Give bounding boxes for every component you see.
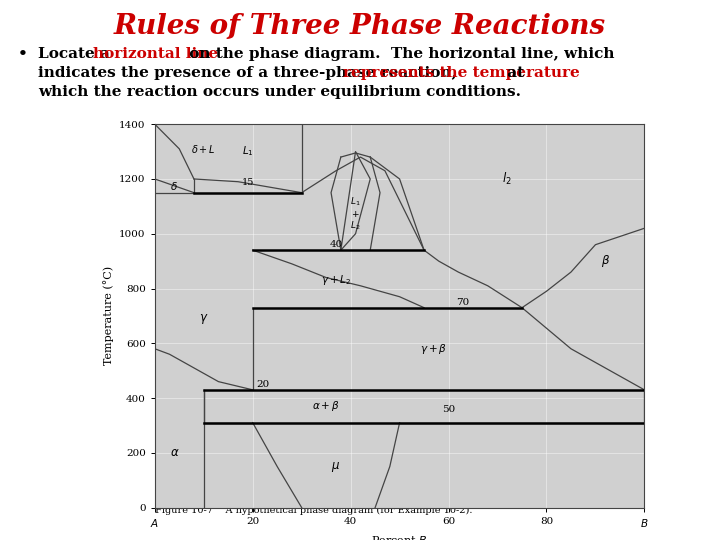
Text: •: • [18, 47, 28, 61]
Text: 40: 40 [329, 240, 343, 249]
Text: $L_1$
$+$
$L_2$: $L_1$ $+$ $L_2$ [350, 195, 361, 232]
Text: $\mu$: $\mu$ [331, 460, 341, 474]
Text: Rules of Three Phase Reactions: Rules of Three Phase Reactions [114, 13, 606, 40]
Text: 50: 50 [442, 404, 455, 414]
Text: 70: 70 [456, 298, 470, 307]
Text: 20: 20 [256, 380, 269, 389]
Text: $l_2$: $l_2$ [503, 171, 512, 187]
Text: $\delta$: $\delta$ [171, 180, 179, 192]
Y-axis label: Temperature (°C): Temperature (°C) [103, 266, 114, 366]
X-axis label: Percent $B$: Percent $B$ [372, 534, 428, 540]
Text: which the reaction occurs under equilibrium conditions.: which the reaction occurs under equilibr… [38, 85, 521, 99]
Text: Locate a: Locate a [38, 47, 115, 61]
Text: $\delta + L$: $\delta + L$ [192, 143, 216, 155]
Text: represents the temperature: represents the temperature [343, 66, 580, 80]
Text: horizontal line: horizontal line [93, 47, 218, 61]
Text: $L_1$: $L_1$ [242, 145, 253, 158]
Text: 15: 15 [242, 178, 254, 187]
Text: $\alpha$: $\alpha$ [170, 447, 179, 460]
Text: $\beta$: $\beta$ [600, 253, 610, 269]
Text: at: at [502, 66, 523, 80]
Text: on the phase diagram.  The horizontal line, which: on the phase diagram. The horizontal lin… [184, 47, 615, 61]
Text: Figure 10-7    A hypothetical phase diagram (for Example 10-2).: Figure 10-7 A hypothetical phase diagram… [155, 505, 472, 515]
Text: $\gamma$: $\gamma$ [199, 312, 209, 326]
Text: $\gamma + L_2$: $\gamma + L_2$ [320, 273, 351, 287]
Text: $\alpha + \beta$: $\alpha + \beta$ [312, 399, 340, 413]
Text: $\gamma + \beta$: $\gamma + \beta$ [420, 342, 447, 356]
Text: indicates the presence of a three-phase reaction,: indicates the presence of a three-phase … [38, 66, 462, 80]
